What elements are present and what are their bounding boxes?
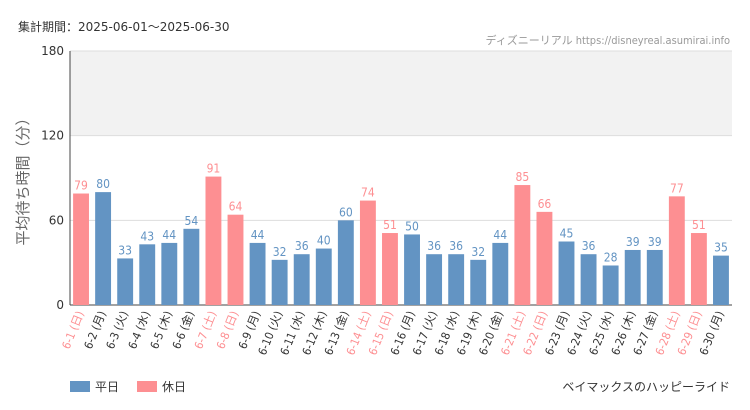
bar-value-label: 39 — [626, 235, 640, 249]
bar — [227, 214, 244, 305]
bar — [492, 242, 509, 305]
y-axis-title: 平均待ち時間（分） — [14, 110, 32, 245]
bar — [73, 193, 89, 305]
bar-value-label: 85 — [515, 170, 529, 184]
bar-value-label: 43 — [140, 229, 154, 243]
bar — [139, 244, 156, 305]
legend: 平日 休日 — [70, 378, 186, 395]
bar — [271, 259, 288, 305]
bar — [558, 241, 575, 305]
bar-value-label: 39 — [648, 235, 662, 249]
bar-value-label: 74 — [361, 186, 375, 200]
bar — [646, 249, 663, 305]
bar — [624, 249, 641, 305]
shaded-band — [70, 51, 732, 136]
bar — [183, 228, 200, 305]
y-tick-label: 60 — [49, 213, 64, 227]
bar-value-label: 60 — [339, 205, 353, 219]
bar-value-label: 28 — [604, 250, 618, 264]
bar — [249, 242, 266, 305]
bar-value-label: 80 — [96, 177, 110, 191]
bar — [117, 258, 134, 305]
bar — [536, 211, 553, 305]
bar — [514, 185, 531, 305]
bar-value-label: 32 — [273, 245, 287, 259]
bar — [337, 220, 354, 305]
bar — [382, 233, 398, 305]
bar — [293, 254, 310, 305]
bar-value-label: 36 — [449, 239, 463, 253]
bar — [404, 234, 420, 305]
bar — [359, 200, 376, 305]
bar — [668, 196, 685, 305]
bar-value-label: 40 — [317, 234, 331, 248]
y-tick-label: 180 — [41, 44, 64, 58]
legend-item-holiday: 休日 — [137, 378, 186, 395]
bar-value-label: 36 — [582, 239, 596, 253]
bar — [713, 255, 729, 305]
bar-value-label: 45 — [560, 227, 574, 241]
y-tick-label: 120 — [41, 129, 64, 143]
bar-value-label: 54 — [184, 214, 198, 228]
bar — [690, 233, 707, 305]
bar — [95, 192, 112, 305]
bar-value-label: 32 — [471, 245, 485, 259]
bar — [470, 259, 487, 305]
source-label: ディズニーリアル https://disneyreal.asumirai.inf… — [485, 34, 730, 47]
legend-swatch-weekday — [70, 381, 90, 392]
bar-value-label: 36 — [427, 239, 441, 253]
legend-label-weekday: 平日 — [95, 380, 120, 394]
bar-value-label: 44 — [493, 228, 507, 242]
bar-value-label: 51 — [383, 218, 397, 232]
y-tick-label: 0 — [56, 298, 64, 312]
bar-value-label: 36 — [295, 239, 309, 253]
bar-value-label: 44 — [251, 228, 265, 242]
legend-item-weekday: 平日 — [70, 378, 119, 395]
bar-value-label: 44 — [162, 228, 176, 242]
bar-value-label: 50 — [405, 219, 419, 233]
bar-value-label: 77 — [670, 181, 684, 195]
bar — [426, 254, 443, 305]
bar-value-label: 79 — [74, 179, 88, 193]
period-label: 集計期間：2025-06-01～2025-06-30 — [18, 20, 230, 34]
bar — [315, 248, 332, 305]
bar — [602, 265, 619, 305]
bar-value-label: 66 — [538, 197, 552, 211]
bar-value-label: 91 — [207, 162, 221, 176]
ride-name: ベイマックスのハッピーライド — [562, 380, 730, 394]
bar — [448, 254, 465, 305]
bar — [580, 254, 597, 305]
bar-value-label: 33 — [118, 243, 132, 257]
legend-label-holiday: 休日 — [162, 380, 187, 394]
bar-value-label: 35 — [714, 241, 728, 255]
bar — [205, 176, 222, 305]
bar-value-label: 51 — [692, 218, 706, 232]
legend-swatch-holiday — [137, 381, 158, 392]
bar-value-label: 64 — [229, 200, 243, 214]
bar — [161, 242, 178, 305]
